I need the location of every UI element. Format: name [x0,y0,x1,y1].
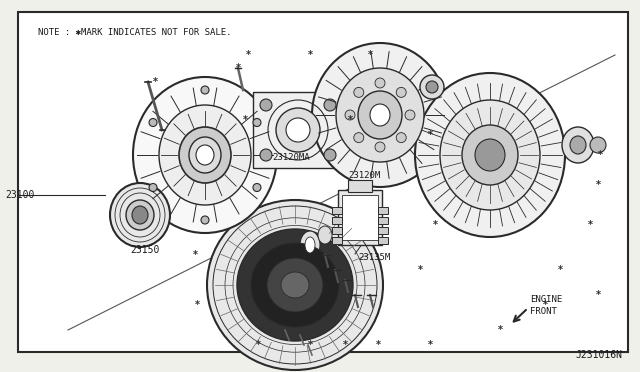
Ellipse shape [253,119,261,126]
Ellipse shape [196,145,214,165]
Ellipse shape [590,137,606,153]
Ellipse shape [312,43,448,187]
Text: *: * [348,115,353,125]
Ellipse shape [281,272,309,298]
Text: *: * [433,220,438,230]
Ellipse shape [375,78,385,88]
Ellipse shape [420,75,444,99]
Bar [338,190,382,245]
Ellipse shape [354,133,364,142]
Ellipse shape [336,68,424,162]
Ellipse shape [201,86,209,94]
Text: *: * [497,325,502,335]
Ellipse shape [260,149,272,161]
Ellipse shape [396,133,406,142]
Ellipse shape [149,183,157,192]
Text: *: * [195,300,200,310]
Bar [332,207,342,214]
Ellipse shape [149,119,157,126]
Text: *: * [367,50,372,60]
Ellipse shape [324,149,336,161]
Bar [332,237,342,244]
Polygon shape [253,92,343,168]
Text: *: * [307,50,312,60]
Text: 23120MA: 23120MA [272,154,310,163]
Ellipse shape [179,127,231,183]
Ellipse shape [133,77,277,233]
Ellipse shape [318,226,332,244]
Text: *: * [246,50,250,60]
Ellipse shape [286,118,310,142]
Text: *: * [243,115,248,125]
Text: *: * [193,250,198,260]
Text: FRONT: FRONT [530,308,557,317]
Ellipse shape [260,99,272,111]
Ellipse shape [305,237,315,253]
Ellipse shape [426,81,438,93]
Ellipse shape [396,87,406,97]
Text: *: * [598,150,602,160]
Ellipse shape [405,110,415,120]
Bar [332,217,342,224]
Text: NOTE : ✱MARK INDICATES NOT FOR SALE.: NOTE : ✱MARK INDICATES NOT FOR SALE. [38,28,232,37]
Text: ENGINE: ENGINE [530,295,563,305]
Bar [332,227,342,234]
Text: *: * [236,63,241,73]
Bar [378,207,388,214]
Text: *: * [595,180,600,190]
Text: *: * [307,340,312,350]
Ellipse shape [570,136,586,154]
Ellipse shape [300,231,320,259]
Ellipse shape [207,200,383,370]
Ellipse shape [375,142,385,152]
Ellipse shape [159,105,251,205]
Text: *: * [557,265,563,275]
Ellipse shape [462,125,518,185]
Ellipse shape [132,206,148,224]
Ellipse shape [370,104,390,126]
Ellipse shape [276,108,320,152]
Bar [378,227,388,234]
Ellipse shape [189,137,221,173]
Bar [378,237,388,244]
Bar [378,217,388,224]
Text: 23120M: 23120M [348,170,380,180]
Text: *: * [255,340,260,350]
Ellipse shape [440,100,540,210]
Ellipse shape [237,229,353,341]
Text: 23100: 23100 [5,190,35,200]
Bar [342,195,378,240]
Text: *: * [588,220,593,230]
Text: *: * [595,290,600,300]
Ellipse shape [475,139,505,171]
Text: *: * [152,77,157,87]
Ellipse shape [358,91,402,139]
Ellipse shape [201,216,209,224]
Text: *: * [417,265,422,275]
Ellipse shape [324,99,336,111]
Ellipse shape [267,258,323,312]
Text: J231016N: J231016N [575,350,622,360]
Ellipse shape [354,87,364,97]
Ellipse shape [126,200,154,230]
Ellipse shape [345,110,355,120]
Text: 23150: 23150 [130,245,159,255]
Ellipse shape [562,127,594,163]
Text: *: * [376,340,381,350]
Ellipse shape [251,243,339,327]
Ellipse shape [110,183,170,247]
Ellipse shape [415,73,565,237]
Text: 23135M: 23135M [358,253,390,263]
Text: *: * [342,340,348,350]
Text: *: * [428,130,433,140]
Text: *: * [428,340,433,350]
Ellipse shape [253,183,261,192]
Text: *: * [543,300,547,310]
Bar [348,180,372,192]
